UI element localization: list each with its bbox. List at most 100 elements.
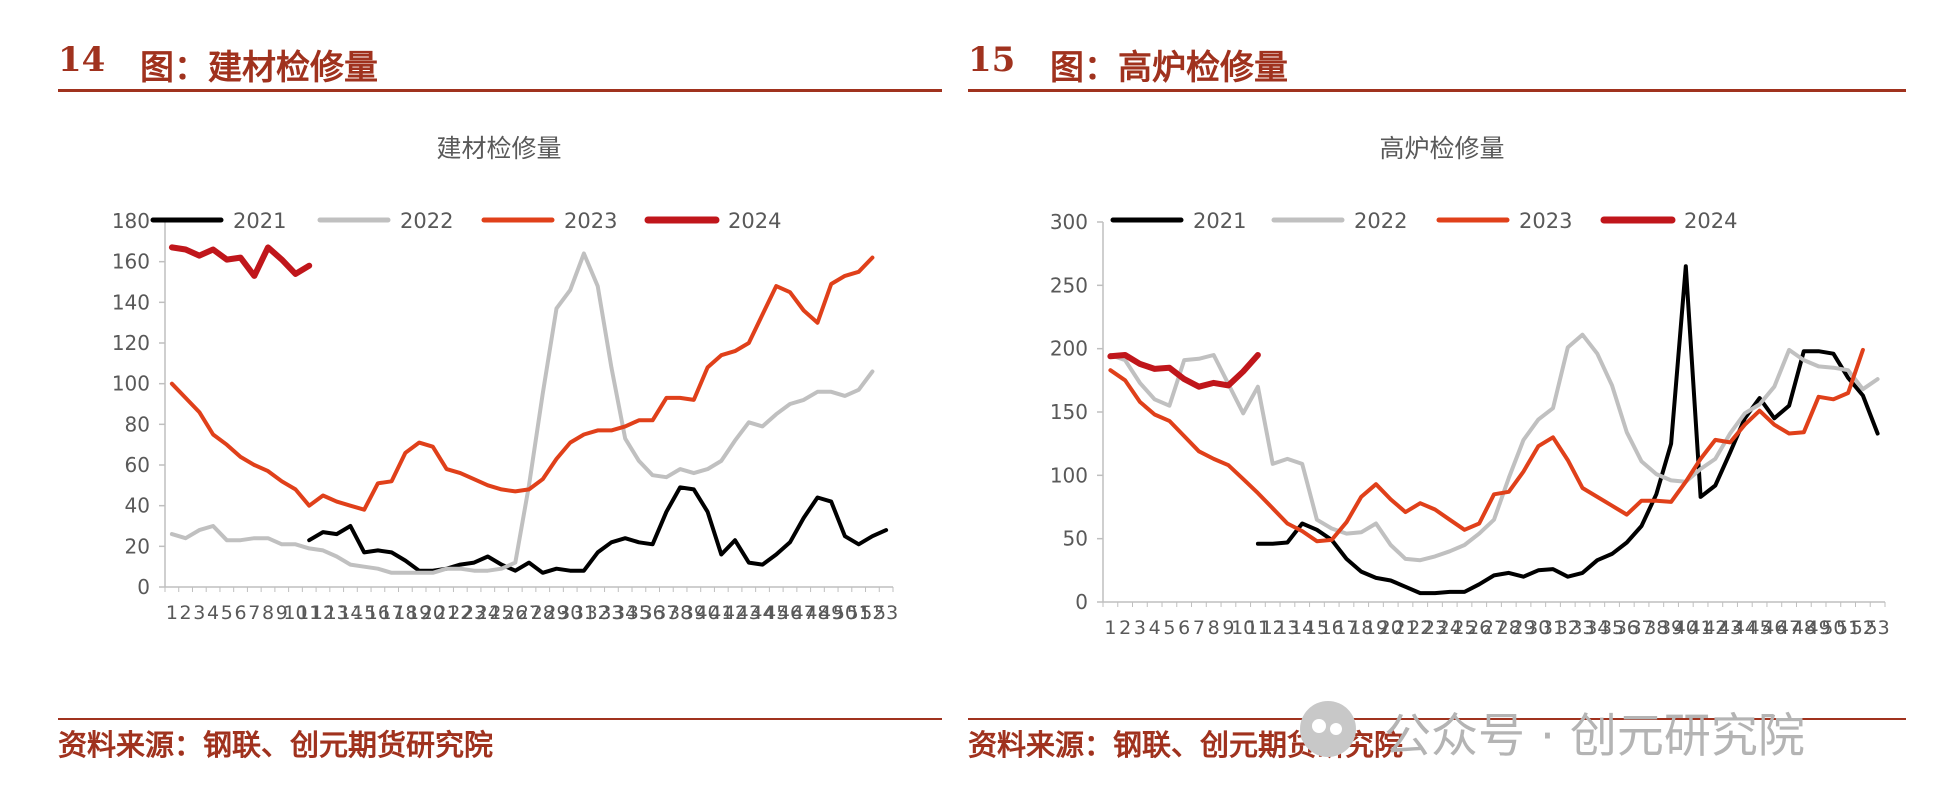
y-tick-label: 100 [112, 372, 150, 396]
x-tick-label: 46 [778, 602, 802, 624]
series-line-2022 [1108, 332, 1880, 563]
y-tick-label: 20 [125, 534, 150, 558]
x-tick-label: 36 [641, 602, 665, 624]
series-line-2023 [1108, 347, 1865, 544]
y-tick-label: 120 [112, 331, 150, 355]
x-tick-label: 47 [792, 602, 816, 624]
y-tick-label: 300 [1050, 210, 1088, 234]
x-tick-label: 22 [448, 602, 472, 624]
x-tick-label: 12 [311, 602, 335, 624]
x-tick-label: 24 [476, 602, 500, 624]
series-line-2021 [1255, 264, 1880, 596]
x-tick-label: 43 [1718, 617, 1742, 639]
x-tick-label: 20 [421, 602, 445, 624]
x-tick-label: 8 [262, 602, 274, 624]
source-rule [968, 718, 1906, 720]
watermark: 公众号 · 创元研究院 [1300, 695, 1900, 765]
x-tick-label: 38 [1644, 617, 1668, 639]
series-line-2022 [169, 251, 875, 575]
x-tick-label: 3 [1134, 617, 1146, 639]
figure-15-panel: 15 图：高炉检修量 高炉检修量 0 50 100 150 200 250 300 1 2 3 4 5 6… [968, 0, 1906, 809]
x-tick-label: 39 [682, 602, 706, 624]
wechat-icon [1300, 701, 1356, 757]
header-rule [58, 89, 942, 92]
series-line-2024 [1107, 352, 1261, 390]
y-tick-label: 40 [125, 494, 150, 518]
x-tick-label: 19 [1364, 617, 1388, 639]
y-tick-label: 100 [1050, 463, 1088, 487]
figure-14-header: 14 图：建材检修量 [58, 40, 942, 88]
legend-label-2023: 2023 [564, 209, 617, 233]
x-tick-label: 49 [819, 602, 843, 624]
legend-label-2023: 2023 [1519, 209, 1572, 233]
y-tick-label: 140 [112, 290, 150, 314]
legend-label-2024: 2024 [1684, 209, 1737, 233]
x-tick-label: 45 [1747, 617, 1771, 639]
x-tick-label: 24 [1438, 617, 1462, 639]
x-tick-label: 6 [1178, 617, 1190, 639]
figure-title: 图：高炉检修量 [1050, 48, 1288, 88]
x-tick-label: 33 [599, 602, 623, 624]
legend-label-2022: 2022 [400, 209, 453, 233]
x-tick-label: 51 [1836, 617, 1860, 639]
x-tick-label: 6 [235, 602, 247, 624]
x-tick-label: 37 [1629, 617, 1653, 639]
x-tick-label: 16 [366, 602, 390, 624]
watermark-text: 公众号 · 创元研究院 [1384, 709, 1805, 764]
x-tick-label: 10 [283, 602, 307, 624]
x-tick-label: 47 [1777, 617, 1801, 639]
x-tick-label: 23 [462, 602, 486, 624]
x-tick-label: 1 [1104, 617, 1116, 639]
figure-14-panel: 14 图：建材检修量 建材检修量 0 20 40 60 80 100 120 140 160 180… [58, 0, 942, 809]
x-tick-label: 29 [1511, 617, 1535, 639]
x-tick-label: 21 [1393, 617, 1417, 639]
x-tick-label: 28 [1497, 617, 1521, 639]
x-tick-label: 2 [1119, 617, 1131, 639]
x-tick-label: 28 [531, 602, 555, 624]
y-tick-label: 180 [112, 209, 150, 233]
x-tick-label: 20 [1379, 617, 1403, 639]
x-tick-label: 48 [805, 602, 829, 624]
x-tick-label: 11 [297, 602, 321, 624]
x-tick-label: 35 [627, 602, 651, 624]
x-tick-label: 39 [1659, 617, 1683, 639]
x-tick-label: 53 [874, 602, 898, 624]
x-tick-label: 32 [1556, 617, 1580, 639]
x-tick-label: 13 [325, 602, 349, 624]
x-tick-label: 50 [1821, 617, 1845, 639]
x-tick-label: 17 [380, 602, 404, 624]
x-tick-label: 2 [180, 602, 192, 624]
series-line-2024 [168, 244, 313, 279]
legend-label-2022: 2022 [1354, 209, 1407, 233]
x-tick-label: 22 [1408, 617, 1432, 639]
figure-title: 图：建材检修量 [140, 48, 378, 88]
x-tick-label: 42 [723, 602, 747, 624]
x-tick-label: 3 [193, 602, 205, 624]
x-tick-label: 42 [1703, 617, 1727, 639]
x-tick-label: 46 [1762, 617, 1786, 639]
x-tick-label: 48 [1792, 617, 1816, 639]
x-tick-label: 15 [352, 602, 376, 624]
x-tick-label: 17 [1334, 617, 1358, 639]
x-tick-label: 27 [517, 602, 541, 624]
legend-label-2021: 2021 [1193, 209, 1246, 233]
x-tick-label: 50 [833, 602, 857, 624]
x-tick-label: 32 [586, 602, 610, 624]
x-tick-label: 26 [1467, 617, 1491, 639]
x-tick-label: 30 [1526, 617, 1550, 639]
x-tick-label: 10 [1231, 617, 1255, 639]
x-tick-label: 16 [1320, 617, 1344, 639]
y-tick-label: 0 [137, 575, 150, 599]
y-tick-label: 80 [125, 412, 150, 436]
x-tick-label: 9 [1222, 617, 1234, 639]
x-tick-label: 23 [1423, 617, 1447, 639]
header-rule [968, 89, 1906, 92]
y-tick-label: 0 [1075, 590, 1088, 614]
x-tick-label: 25 [1452, 617, 1476, 639]
x-tick-label: 19 [407, 602, 431, 624]
x-tick-label: 52 [860, 602, 884, 624]
x-tick-label: 21 [434, 602, 458, 624]
x-tick-label: 5 [1163, 617, 1175, 639]
x-tick-label: 12 [1261, 617, 1285, 639]
